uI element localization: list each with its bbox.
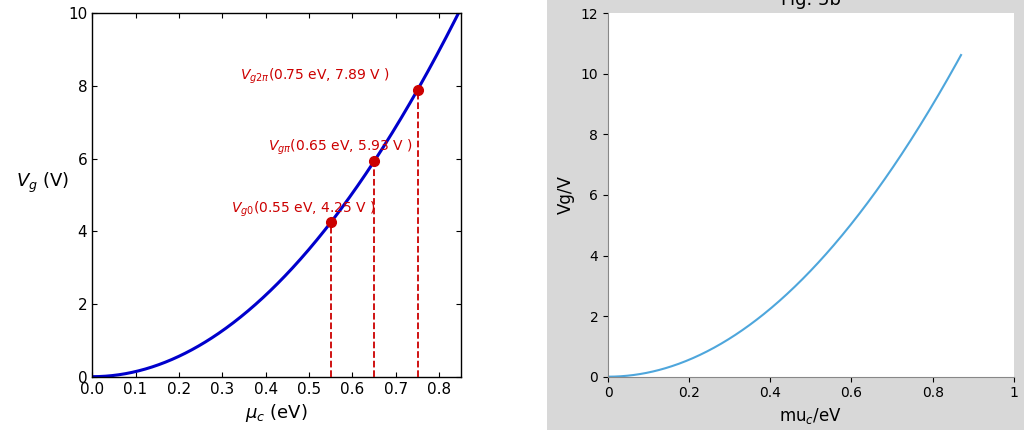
Text: $V_{g0}$(0.55 eV, 4.25 V ): $V_{g0}$(0.55 eV, 4.25 V ): [231, 200, 376, 219]
Title: Fig. 5b: Fig. 5b: [781, 0, 841, 9]
Text: $V_{g2\pi}$(0.75 eV, 7.89 V ): $V_{g2\pi}$(0.75 eV, 7.89 V ): [240, 67, 389, 86]
Y-axis label: Vg/V: Vg/V: [557, 176, 575, 214]
Y-axis label: $V_g$ (V): $V_g$ (V): [16, 171, 70, 195]
Text: $V_{g\pi}$(0.65 eV, 5.93 V ): $V_{g\pi}$(0.65 eV, 5.93 V ): [268, 138, 413, 157]
X-axis label: $\mu_c$ (eV): $\mu_c$ (eV): [245, 402, 308, 424]
X-axis label: mu$_c$/eV: mu$_c$/eV: [779, 406, 843, 426]
